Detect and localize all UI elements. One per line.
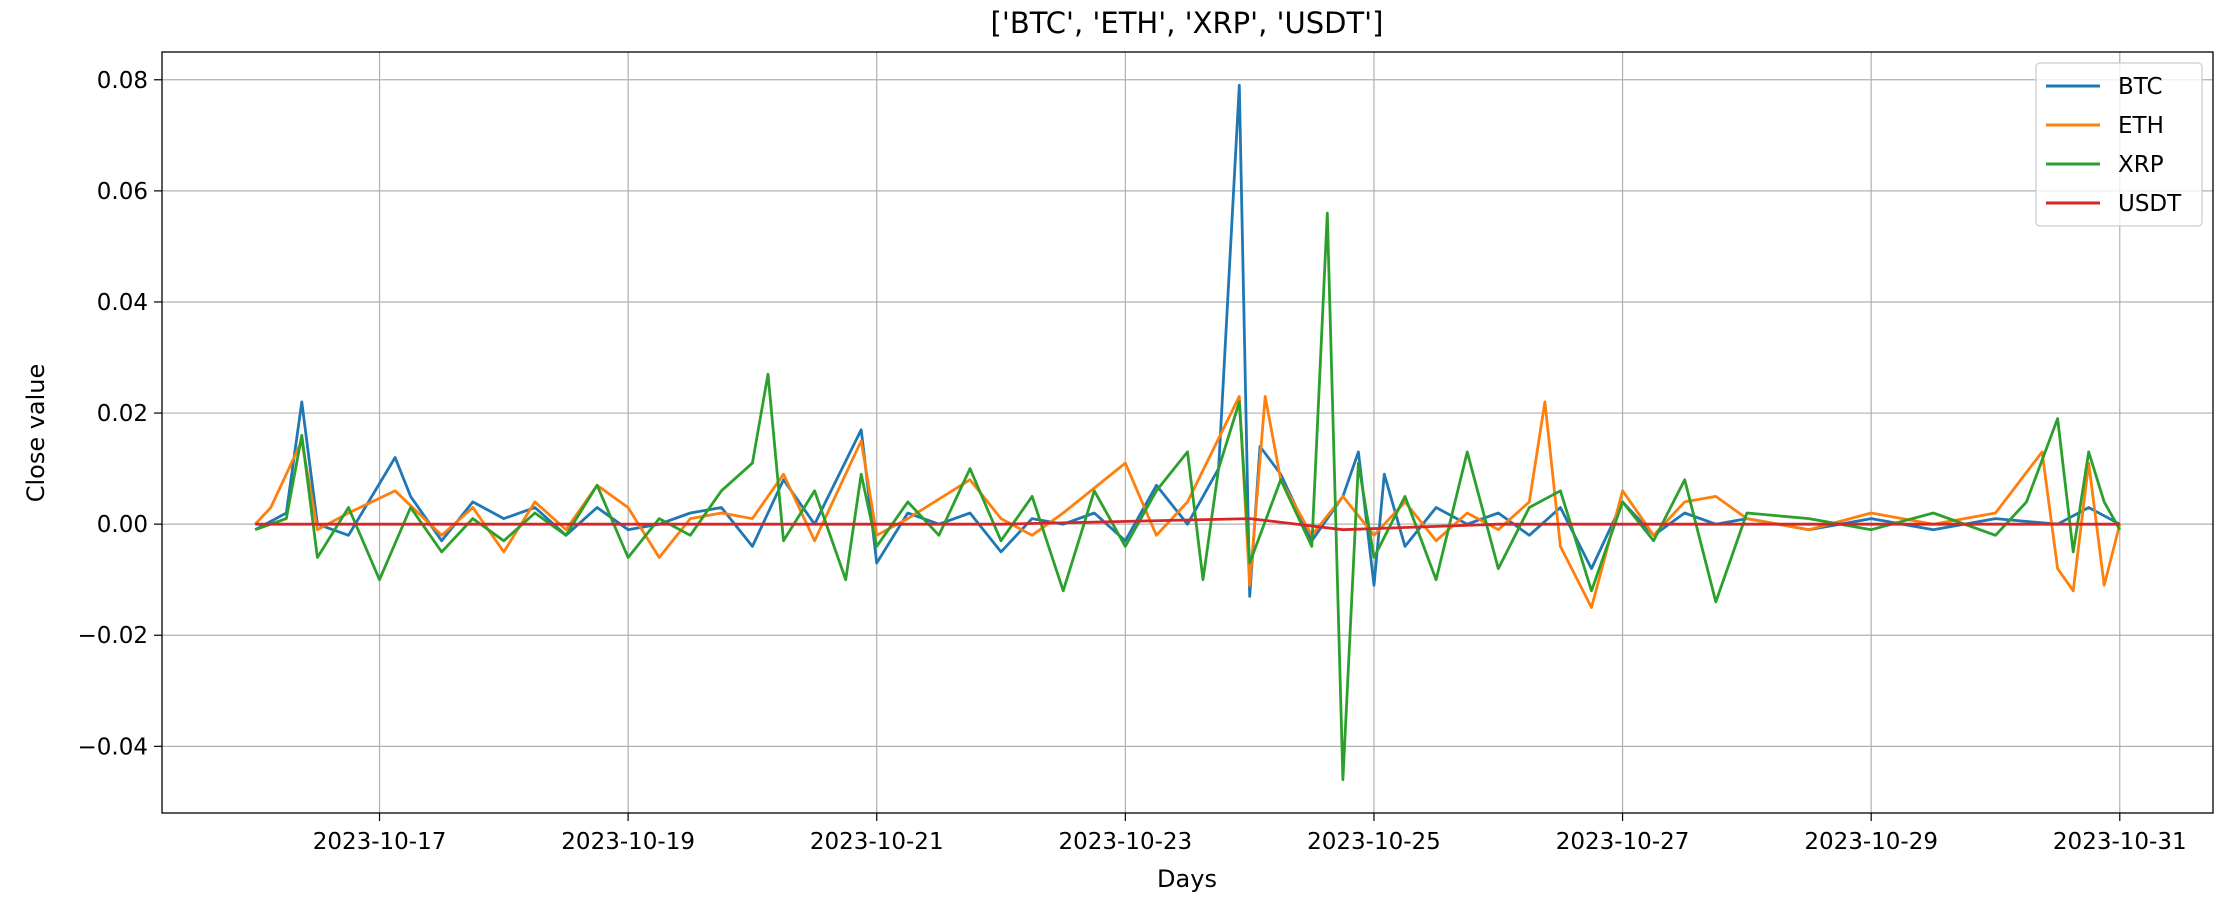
chart-title: ['BTC', 'ETH', 'XRP', 'USDT'] <box>991 6 1384 40</box>
y-tick-label: −0.02 <box>78 623 148 649</box>
legend: BTC ETH XRP USDT <box>2035 62 2203 227</box>
y-tick-label: 0.00 <box>97 512 148 538</box>
y-tick-label: 0.08 <box>97 68 148 94</box>
plot-frame <box>161 51 2214 814</box>
x-tick-label: 2023-10-17 <box>313 829 447 855</box>
legend-box <box>2035 62 2203 227</box>
legend-label-usdt: USDT <box>2118 191 2182 217</box>
x-axis-ticks: 2023-10-17 2023-10-19 2023-10-21 2023-10-23… <box>313 813 2187 855</box>
x-tick-label: 2023-10-19 <box>561 829 695 855</box>
series-line-xrp <box>254 211 2122 782</box>
y-axis-ticks: −0.04 −0.02 0.00 0.02 0.04 0.06 0.08 <box>78 68 162 760</box>
x-tick-label: 2023-10-27 <box>1556 829 1690 855</box>
series-line-eth <box>254 394 2122 609</box>
x-tick-label: 2023-10-31 <box>2053 829 2187 855</box>
x-axis-label: Days <box>1157 865 1217 893</box>
legend-label-eth: ETH <box>2118 113 2164 139</box>
x-tick-label: 2023-10-23 <box>1059 829 1193 855</box>
x-tick-label: 2023-10-25 <box>1307 829 1441 855</box>
x-tick-label: 2023-10-21 <box>810 829 944 855</box>
y-tick-label: 0.04 <box>97 290 148 316</box>
series-line-usdt <box>255 517 2120 532</box>
legend-label-xrp: XRP <box>2118 152 2164 178</box>
y-tick-label: 0.02 <box>97 401 148 427</box>
x-tick-label: 2023-10-29 <box>1804 829 1938 855</box>
y-tick-label: 0.06 <box>97 179 148 205</box>
y-tick-label: −0.04 <box>78 734 148 760</box>
legend-label-btc: BTC <box>2118 74 2163 100</box>
series-lines <box>254 83 2122 782</box>
y-axis-label: Close value <box>22 364 50 503</box>
